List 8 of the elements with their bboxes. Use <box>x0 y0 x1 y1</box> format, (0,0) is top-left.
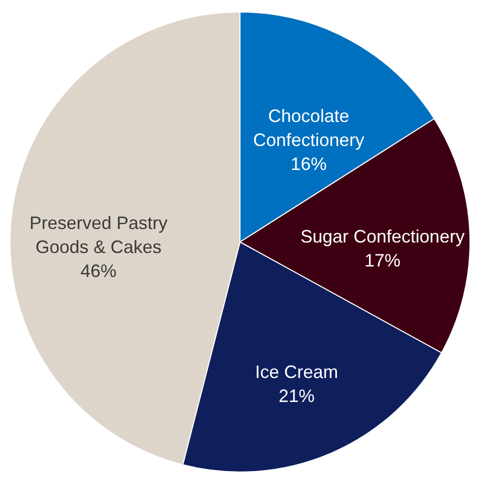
slice-label: Ice Cream <box>255 362 338 382</box>
slice-label: Preserved Pastry Goods & Cakes <box>29 213 168 258</box>
slice-label: Chocolate Confectionery <box>253 106 364 150</box>
data-label: 17% <box>364 250 401 271</box>
data-label: 46% <box>80 261 117 282</box>
slice-label: Sugar Confectionery <box>300 226 465 247</box>
data-label: 21% <box>278 386 315 406</box>
data-label: 16% <box>290 154 327 174</box>
